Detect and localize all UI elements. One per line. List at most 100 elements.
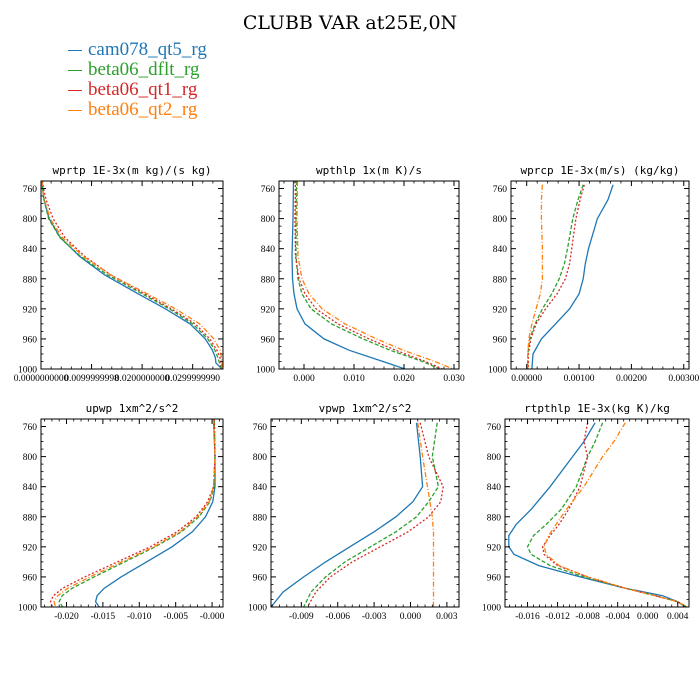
y-tick-label: 960 (23, 335, 38, 345)
series-line-beta06_qt1_rg (541, 422, 688, 607)
page-title: CLUBB VAR at25E,0N (242, 12, 458, 34)
x-tick-label: 0.020 (393, 374, 415, 384)
y-tick-label: 1000 (18, 604, 37, 614)
x-tick-label: -0.015 (91, 612, 116, 622)
y-tick-label: 760 (23, 423, 38, 433)
series-line-beta06_qt1_rg (41, 181, 223, 369)
series-line-cam078_qt5_rg (291, 181, 406, 369)
legend-swatch (68, 69, 82, 71)
chart-panel: rtpthlp 1E-3x(kg K)/kg 760 800 840 880 920 960… (482, 402, 690, 622)
y-tick-label: 800 (253, 453, 268, 463)
legend-item: beta06_qt1_rg (68, 79, 207, 100)
y-tick-label: 920 (23, 543, 38, 553)
y-tick-label: 840 (487, 483, 502, 493)
series-line-cam078_qt5_rg (41, 181, 223, 369)
y-tick-label: 960 (487, 573, 502, 583)
panel-title: wprtp 1E-3x(m kg)/(s kg) (53, 164, 212, 177)
legend-label: beta06_qt1_rg (88, 79, 198, 100)
y-tick-label: 760 (493, 185, 508, 195)
chart-panel: vpwp 1xm^2/s^2 760 800 840 880 920 960 1000 -0.0… (248, 402, 460, 622)
panel-lines (49, 419, 216, 607)
series-line-beta06_dflt_rg (58, 419, 216, 607)
y-tick-label: 760 (487, 423, 502, 433)
panel-title: wprcp 1E-3x(m/s) (kg/kg) (521, 164, 680, 177)
series-line-cam078_qt5_rg (94, 419, 216, 607)
x-tick-label: 0.0200000000 (115, 374, 170, 384)
y-tick-label: 960 (253, 573, 268, 583)
x-tick-label: -0.000 (200, 612, 225, 622)
series-line-beta06_qt2_rg (296, 181, 454, 369)
panel-frame (40, 418, 224, 608)
panel-frame (504, 418, 690, 608)
legend-label: beta06_qt2_rg (88, 99, 198, 120)
x-tick-label: 0.00200 (616, 374, 647, 384)
x-tick-label: -0.009 (289, 612, 314, 622)
series-line-beta06_qt1_rg (306, 422, 444, 607)
x-tick-label: 0.00000 (511, 374, 542, 384)
series-line-beta06_dflt_rg (295, 181, 441, 369)
series-line-cam078_qt5_rg (531, 184, 614, 369)
series-line-beta06_dflt_rg (527, 184, 584, 369)
x-tick-label: 0.0099999998 (64, 374, 119, 384)
x-tick-label: -0.005 (163, 612, 188, 622)
chart-panel: wpthlp 1x(m K)/s 760 800 840 880 920 960 1000 0.… (256, 164, 465, 384)
series-line-beta06_qt1_rg (294, 181, 443, 369)
legend-item: cam078_qt5_rg (68, 39, 207, 60)
y-tick-label: 960 (23, 573, 38, 583)
chart-panel: upwp 1xm^2/s^2 760 800 840 880 920 960 1000 -0.0… (18, 402, 225, 622)
panel-title: rtpthlp 1E-3x(kg K)/kg (524, 402, 670, 415)
y-tick-label: 1000 (482, 604, 501, 614)
panel-frame (270, 418, 460, 608)
y-tick-label: 880 (487, 513, 502, 523)
series-line-beta06_dflt_rg (303, 422, 440, 607)
legend: cam078_qt5_rg beta06_dflt_rg beta06_qt1_… (68, 39, 207, 120)
y-tick-label: 760 (253, 423, 268, 433)
series-line-beta06_qt2_rg (41, 181, 223, 369)
y-tick-label: 840 (253, 483, 268, 493)
series-line-beta06_qt2_rg (527, 184, 544, 369)
x-tick-label: -0.012 (545, 612, 570, 622)
x-tick-label: 0.000 (400, 612, 422, 622)
legend-swatch (68, 49, 82, 51)
series-line-beta06_qt2_rg (53, 419, 216, 607)
legend-label: cam078_qt5_rg (88, 39, 207, 60)
legend-swatch (68, 89, 82, 91)
y-tick-label: 920 (261, 305, 276, 315)
y-tick-label: 840 (261, 245, 276, 255)
x-tick-label: -0.016 (515, 612, 540, 622)
y-tick-label: 840 (23, 245, 38, 255)
y-tick-label: 960 (493, 335, 508, 345)
y-tick-label: 840 (493, 245, 508, 255)
chart-panel: wprcp 1E-3x(m/s) (kg/kg) 760 800 840 880 920 9… (488, 164, 699, 384)
y-tick-label: 1000 (488, 366, 507, 376)
x-tick-label: 0.000 (637, 612, 659, 622)
y-tick-label: 880 (493, 275, 508, 285)
x-tick-label: 0.0000000000 (14, 374, 69, 384)
y-tick-label: 840 (23, 483, 38, 493)
x-tick-label: -0.010 (127, 612, 152, 622)
y-tick-label: 880 (23, 513, 38, 523)
legend-item: beta06_qt2_rg (68, 99, 207, 120)
chart-panel: wprtp 1E-3x(m kg)/(s kg) 760 800 840 880 920 9… (14, 164, 224, 384)
panel-frame (40, 180, 224, 370)
series-line-beta06_qt1_rg (527, 184, 585, 369)
panel-title: vpwp 1xm^2/s^2 (319, 402, 412, 415)
x-tick-label: -0.006 (325, 612, 350, 622)
y-tick-label: 880 (261, 275, 276, 285)
panel-title: upwp 1xm^2/s^2 (86, 402, 179, 415)
series-line-beta06_dflt_rg (41, 181, 223, 369)
x-tick-label: 0.0299999990 (165, 374, 220, 384)
x-tick-label: 0.030 (443, 374, 465, 384)
series-line-beta06_qt2_rg (543, 422, 688, 607)
panel-lines (508, 422, 688, 607)
y-tick-label: 920 (493, 305, 508, 315)
series-line-cam078_qt5_rg (271, 422, 424, 607)
x-tick-label: -0.020 (54, 612, 79, 622)
panel-lines (41, 181, 223, 369)
y-tick-label: 880 (253, 513, 268, 523)
legend-item: beta06_dflt_rg (68, 59, 207, 80)
x-tick-label: -0.003 (362, 612, 387, 622)
y-tick-label: 920 (487, 543, 502, 553)
x-tick-label: 0.000 (293, 374, 315, 384)
